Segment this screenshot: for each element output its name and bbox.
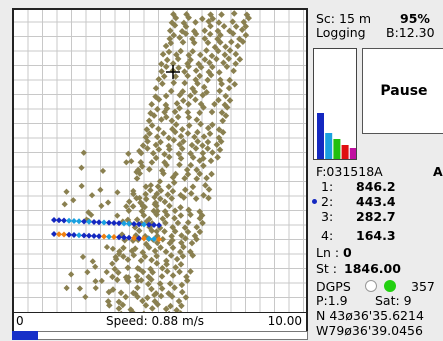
- gps-value: 357: [411, 279, 435, 294]
- dgps-status-icon: [365, 280, 377, 292]
- field-id: F:031518A: [316, 164, 383, 179]
- row-label: 1:: [321, 179, 334, 194]
- histogram-bar: [341, 145, 349, 159]
- position-crosshair: [166, 65, 180, 79]
- histogram-bar: [333, 139, 341, 159]
- speed-gauge-track: [12, 331, 308, 340]
- yield-map[interactable]: [12, 8, 308, 314]
- map-grid: [14, 10, 306, 312]
- row-value: 443.4: [356, 194, 396, 209]
- gps-pdop: P:1.9: [316, 293, 348, 308]
- pause-button[interactable]: Pause: [362, 48, 443, 134]
- logged-points: [61, 10, 252, 312]
- st-label: St :: [316, 261, 338, 276]
- speed-bar: 0 Speed: 0.88 m/s 10.00: [12, 313, 308, 331]
- map-canvas[interactable]: [14, 10, 306, 312]
- speed-max-label: 10.00: [267, 314, 302, 328]
- scale-readout: Sc: 15 m: [316, 11, 372, 26]
- histogram-bar: [349, 148, 357, 159]
- yield-histogram: [313, 48, 357, 160]
- row-label: 3:: [321, 209, 334, 224]
- gps-satellites: Sat: 9: [375, 293, 412, 308]
- dgps-signal-icon: [384, 280, 396, 292]
- yield-swaths: [51, 217, 162, 243]
- row-label: 4:: [321, 228, 334, 243]
- row-value: 282.7: [356, 209, 396, 224]
- speed-gauge-fill: [12, 331, 38, 340]
- percent-readout: 95%: [400, 11, 430, 26]
- gps-latitude: N 43ø36'35.6214: [316, 308, 424, 323]
- row-label: 2:: [321, 194, 334, 209]
- row-value: 164.3: [356, 228, 396, 243]
- active-row-marker: [312, 199, 317, 204]
- st-value: 1846.00: [344, 261, 401, 276]
- histogram-canvas: [317, 113, 357, 159]
- row-value: 846.2: [356, 179, 396, 194]
- histogram-bar: [317, 113, 324, 159]
- logging-status: Logging: [316, 25, 366, 40]
- speed-min-label: 0: [16, 314, 24, 328]
- battery-readout: B:12.30: [386, 25, 435, 40]
- histogram-bar: [325, 133, 333, 159]
- field-mode-letter: A: [433, 164, 443, 179]
- ln-value: 0: [343, 245, 352, 260]
- speed-label: Speed: 0.88 m/s: [106, 314, 204, 328]
- gps-mode: DGPS: [316, 279, 351, 294]
- gps-longitude: W79ø36'39.0456: [316, 323, 423, 338]
- ln-label: Ln :: [316, 245, 340, 260]
